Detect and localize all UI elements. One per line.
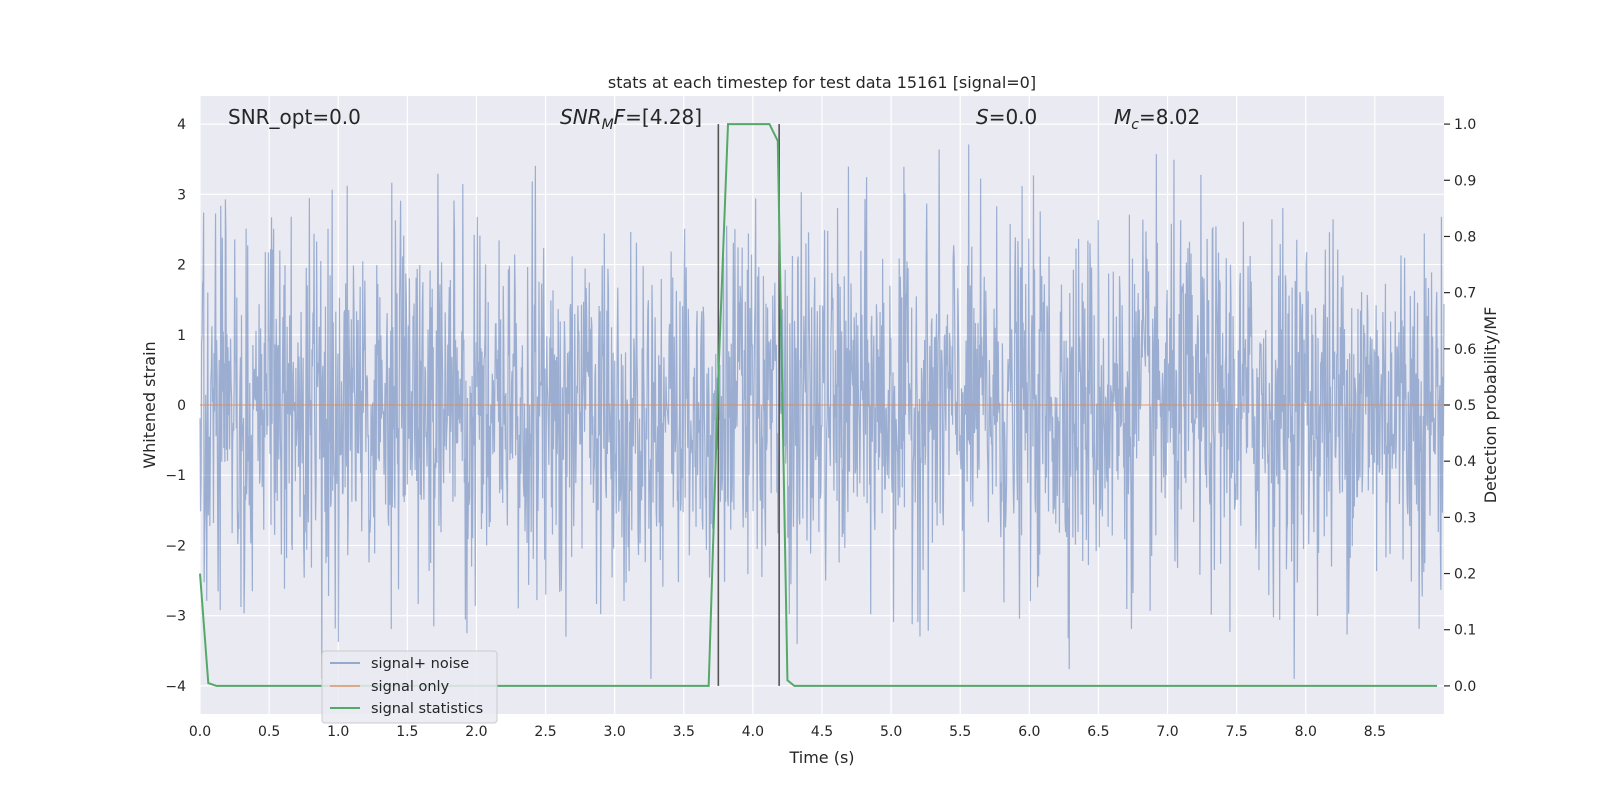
right-y-axis-ticks: 0.0 0.1 0.2 0.3 0.4 0.5 0.6 0.7 0.8 0.9 1.0 — [1444, 117, 1476, 695]
y-right-tick-label: 0.2 — [1454, 567, 1476, 583]
y-right-tick-label: 1.0 — [1454, 117, 1476, 133]
annotation-s: S=0.0 — [976, 105, 1037, 129]
x-tick-label: 8.5 — [1364, 724, 1386, 740]
y-left-tick-label: −1 — [165, 468, 186, 484]
y-right-tick-label: 0.3 — [1454, 510, 1476, 526]
x-tick-label: 5.0 — [880, 724, 902, 740]
legend-label-noise: signal+ noise — [371, 656, 469, 672]
x-tick-label: 6.0 — [1018, 724, 1040, 740]
x-tick-label: 3.0 — [604, 724, 626, 740]
x-tick-label: 0.0 — [189, 724, 211, 740]
y-left-tick-label: 4 — [177, 117, 186, 133]
legend: signal+ noise signal only signal statist… — [321, 650, 498, 724]
noise-series-layer — [199, 144, 1445, 679]
right-y-axis-label: Detection probability/MF — [1481, 307, 1500, 504]
y-left-tick-label: −2 — [165, 538, 186, 554]
left-y-axis-label: Whitened strain — [140, 341, 159, 468]
x-tick-label: 4.0 — [742, 724, 764, 740]
x-tick-label: 1.0 — [327, 724, 349, 740]
x-axis-ticks: 0.0 0.5 1.0 1.5 2.0 2.5 3.0 3.5 4.0 4.5 5.0 5.5 6.0 6… — [189, 724, 1386, 740]
x-tick-label: 0.5 — [258, 724, 280, 740]
y-right-tick-label: 0.1 — [1454, 623, 1476, 639]
y-right-tick-label: 0.5 — [1454, 398, 1476, 414]
x-tick-label: 2.5 — [534, 724, 556, 740]
annotation-snr-opt: SNR_opt=0.0 — [228, 105, 361, 129]
x-axis-label: Time (s) — [788, 748, 854, 767]
y-left-tick-label: 2 — [177, 258, 186, 274]
x-tick-label: 8.0 — [1295, 724, 1317, 740]
y-right-tick-label: 0.9 — [1454, 173, 1476, 189]
statistics-line — [199, 123, 1438, 687]
annotation-mc: Mc=8.02 — [1114, 105, 1200, 133]
y-right-tick-label: 0.6 — [1454, 342, 1476, 358]
left-y-axis-ticks: −4 −3 −2 −1 0 1 2 3 4 — [165, 117, 186, 695]
y-right-tick-label: 0.0 — [1454, 679, 1476, 695]
x-tick-label: 2.0 — [465, 724, 487, 740]
x-tick-label: 5.5 — [949, 724, 971, 740]
x-tick-label: 4.5 — [811, 724, 833, 740]
noise-series-line — [199, 144, 1445, 679]
statistics-series-layer — [199, 123, 1438, 687]
x-tick-label: 7.5 — [1226, 724, 1248, 740]
x-tick-label: 7.0 — [1156, 724, 1178, 740]
legend-box — [321, 650, 498, 724]
x-tick-label: 6.5 — [1087, 724, 1109, 740]
y-left-tick-label: 0 — [177, 398, 186, 414]
y-left-tick-label: 1 — [177, 328, 186, 344]
x-tick-label: 3.5 — [673, 724, 695, 740]
legend-label-signal: signal only — [371, 679, 450, 695]
y-right-tick-label: 0.4 — [1454, 454, 1476, 470]
y-left-tick-label: 3 — [177, 187, 186, 203]
y-left-tick-label: −3 — [165, 609, 186, 625]
legend-label-statistics: signal statistics — [371, 701, 483, 717]
y-right-tick-label: 0.8 — [1454, 229, 1476, 245]
chart-title: stats at each timestep for test data 151… — [608, 73, 1036, 92]
annotation-snr-mf: SNRMF=[4.28] — [560, 105, 702, 133]
x-tick-label: 1.5 — [396, 724, 418, 740]
y-left-tick-label: −4 — [165, 679, 186, 695]
y-right-tick-label: 0.7 — [1454, 286, 1476, 302]
